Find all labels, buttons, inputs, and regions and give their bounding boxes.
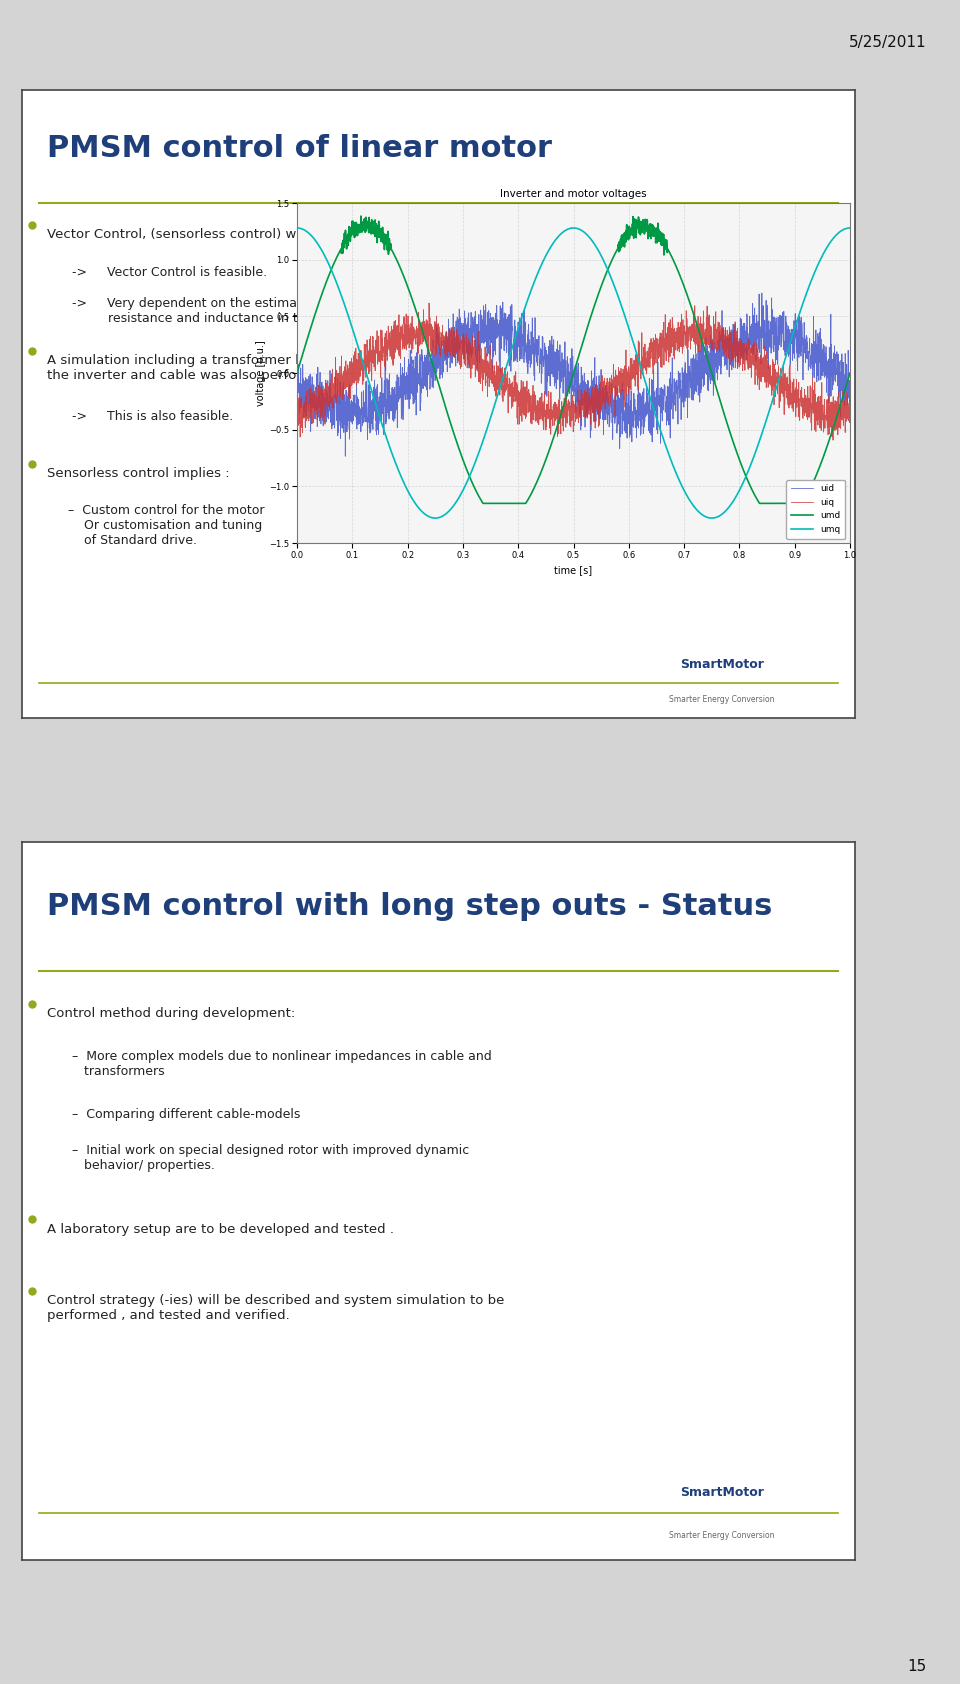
uiq — [291, 419, 302, 440]
umq — [833, 222, 845, 242]
Text: Sensorless control implies :: Sensorless control implies : — [47, 466, 229, 480]
umq — [291, 217, 302, 237]
uiq — [844, 413, 855, 433]
umd — [477, 493, 489, 514]
Text: Smarter Energy Conversion: Smarter Energy Conversion — [669, 1531, 775, 1539]
Line: uid: uid — [297, 293, 850, 456]
Text: 5/25/2011: 5/25/2011 — [849, 35, 926, 51]
uid — [527, 342, 539, 362]
umq — [844, 217, 855, 237]
umd — [504, 493, 516, 514]
Text: PMSM control with long step outs - Status: PMSM control with long step outs - Statu… — [47, 893, 773, 921]
Y-axis label: voltage [p.u.]: voltage [p.u.] — [256, 340, 267, 406]
Text: ->     This is also feasible.: -> This is also feasible. — [72, 411, 233, 423]
X-axis label: time [s]: time [s] — [555, 566, 592, 576]
umd — [833, 397, 845, 418]
uiq — [833, 402, 845, 423]
Legend: uid, uiq, umd, umq: uid, uiq, umd, umq — [786, 480, 846, 539]
Text: –  More complex models due to nonlinear impedances in cable and
   transformers: – More complex models due to nonlinear i… — [72, 1051, 492, 1078]
uiq — [354, 367, 366, 387]
Line: umq: umq — [297, 227, 850, 519]
uid — [503, 355, 515, 376]
umd — [844, 364, 855, 384]
umq — [354, 344, 366, 364]
Text: A simulation including a transformer between
the inverter and cable was also per: A simulation including a transformer bet… — [47, 354, 353, 382]
Line: umd: umd — [297, 216, 850, 504]
umd — [354, 216, 366, 236]
Text: Vector Control, (sensorless control) was implemented in the model.: Vector Control, (sensorless control) was… — [47, 227, 497, 241]
umd — [528, 480, 540, 500]
Text: SmartMotor: SmartMotor — [680, 1485, 763, 1499]
Text: –  Initial work on special designed rotor with improved dynamic
   behavior/ pro: – Initial work on special designed rotor… — [72, 1143, 469, 1172]
Text: A laboratory setup are to be developed and tested .: A laboratory setup are to be developed a… — [47, 1223, 394, 1236]
umq — [527, 274, 539, 295]
uid — [387, 381, 398, 401]
uid — [291, 367, 302, 387]
umq — [387, 446, 398, 466]
umd — [387, 242, 398, 263]
uiq — [387, 327, 398, 347]
umq — [429, 509, 441, 529]
uid — [340, 446, 351, 466]
Text: SmartMotor: SmartMotor — [680, 658, 763, 670]
umd — [291, 364, 302, 384]
uid — [844, 377, 855, 397]
umd — [774, 493, 785, 514]
Title: Inverter and motor voltages: Inverter and motor voltages — [500, 190, 647, 199]
Text: –  Custom control for the motor
    Or customisation and tuning
    of Standard : – Custom control for the motor Or custom… — [68, 505, 264, 547]
Line: uiq: uiq — [297, 303, 850, 440]
uid — [756, 283, 768, 303]
uiq — [828, 429, 839, 450]
Text: Control strategy (-ies) will be described and system simulation to be
performed : Control strategy (-ies) will be describe… — [47, 1295, 504, 1322]
Text: Control method during development:: Control method during development: — [47, 1007, 296, 1021]
uid — [354, 409, 366, 429]
uid — [833, 357, 845, 377]
Text: Smarter Energy Conversion: Smarter Energy Conversion — [669, 695, 775, 704]
uiq — [527, 409, 539, 429]
umq — [774, 367, 785, 387]
uiq — [774, 370, 785, 391]
Text: 15: 15 — [907, 1659, 926, 1674]
umq — [503, 347, 515, 367]
Text: PMSM control of linear motor: PMSM control of linear motor — [47, 135, 552, 163]
Text: ->     Vector Control is feasible.: -> Vector Control is feasible. — [72, 266, 267, 280]
uid — [774, 305, 785, 325]
uiq — [503, 369, 515, 389]
uiq — [423, 293, 435, 313]
Text: –  Comparing different cable-models: – Comparing different cable-models — [72, 1108, 300, 1120]
umd — [355, 205, 367, 226]
Text: ->     Very dependent on the estimated values of
         resistance and inducta: -> Very dependent on the estimated value… — [72, 298, 378, 325]
